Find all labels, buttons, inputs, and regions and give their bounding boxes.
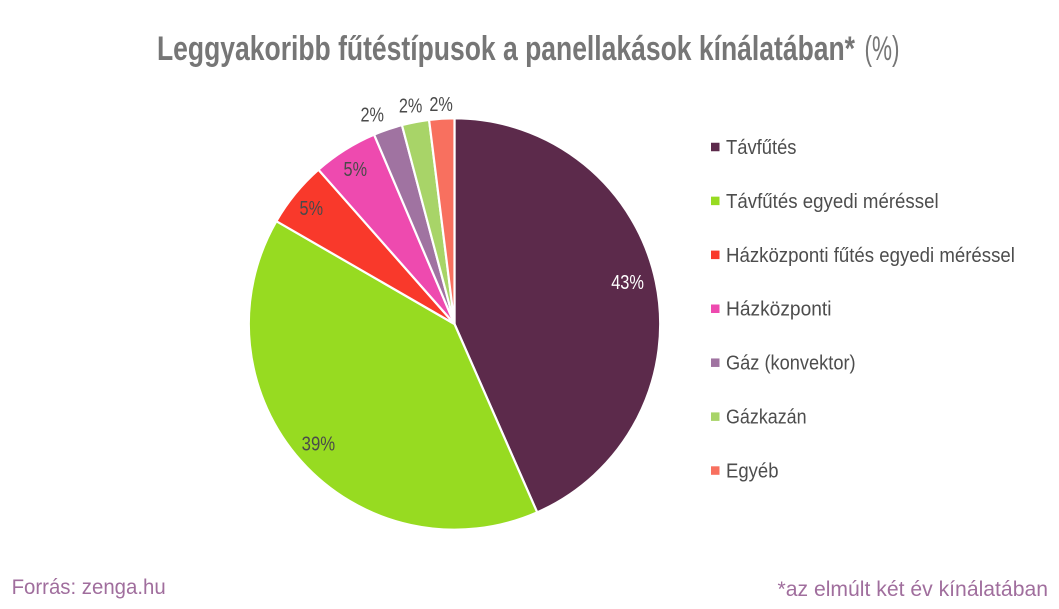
svg-text:2%: 2% <box>399 96 423 118</box>
svg-text:Gáz (konvektor): Gáz (konvektor) <box>726 353 856 375</box>
svg-text:(%): (%) <box>865 30 900 68</box>
svg-text:5%: 5% <box>344 159 368 181</box>
svg-text:5%: 5% <box>300 198 324 220</box>
svg-text:Gázkazán: Gázkazán <box>726 407 807 429</box>
svg-text:39%: 39% <box>302 434 336 456</box>
svg-text:*az elmúlt két év kínálatában: *az elmúlt két év kínálatában <box>778 578 1049 601</box>
svg-text:Távfűtés: Távfűtés <box>726 137 797 159</box>
svg-text:Távfűtés egyedi méréssel: Távfűtés egyedi méréssel <box>726 191 939 213</box>
svg-text:2%: 2% <box>360 105 384 127</box>
svg-text:Forrás: zenga.hu: Forrás: zenga.hu <box>12 576 166 599</box>
svg-text:Leggyakoribb fűtéstípusok a pa: Leggyakoribb fűtéstípusok a panellakások… <box>157 30 856 68</box>
svg-text:Házközponti: Házközponti <box>726 299 832 321</box>
svg-text:2%: 2% <box>429 94 453 116</box>
svg-text:Egyéb: Egyéb <box>726 461 779 483</box>
svg-text:Házközponti fűtés egyedi mérés: Házközponti fűtés egyedi méréssel <box>726 245 1015 267</box>
svg-text:43%: 43% <box>611 272 644 294</box>
